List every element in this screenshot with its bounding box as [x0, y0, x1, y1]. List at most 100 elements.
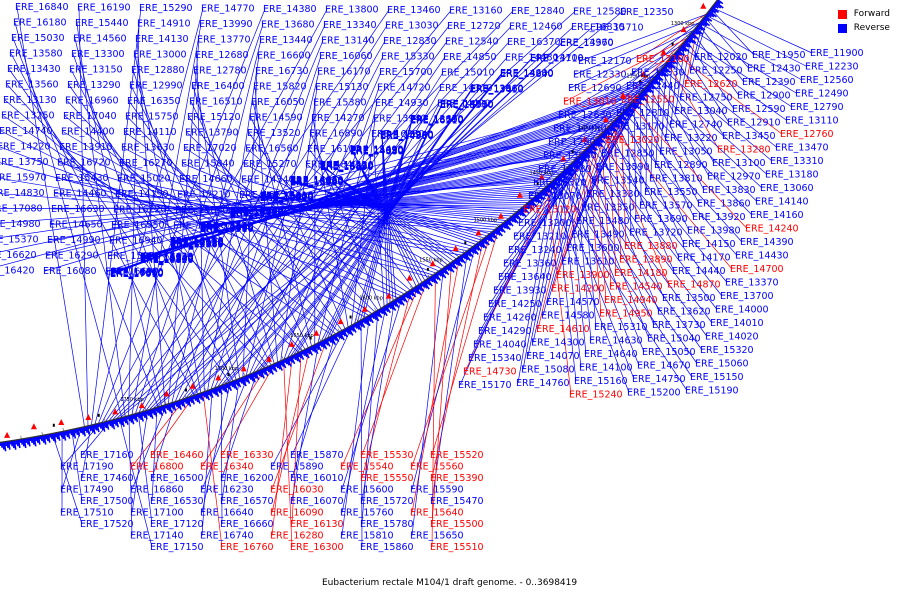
reverse-gene-glyph: [13, 440, 17, 450]
reverse-gene-glyph: [633, 100, 638, 105]
gene-label: ERE_15550: [360, 473, 414, 484]
gene-leader-line: [546, 186, 572, 395]
gene-label: ERE_17520: [80, 519, 134, 530]
gene-leader-line: [220, 386, 223, 525]
gene-label: ERE_13880: [624, 241, 678, 252]
reverse-gene-glyph: [615, 119, 621, 125]
reverse-gene-glyph: [449, 263, 453, 268]
gene-label: ERE_16960: [65, 96, 119, 107]
reverse-gene-glyph: [522, 206, 530, 214]
gene-label: ERE_14460: [53, 189, 107, 200]
reverse-gene-glyph: [643, 89, 647, 93]
gene-label: ERE_14600: [500, 68, 554, 79]
reverse-gene-glyph: [232, 381, 238, 391]
reverse-gene-glyph: [628, 105, 633, 109]
gene-label: ERE_14930: [375, 98, 429, 109]
reverse-gene-glyph: [585, 149, 591, 154]
gene-leader-line: [134, 24, 264, 415]
reverse-gene-glyph: [659, 71, 666, 77]
gene-leader-line: [136, 38, 166, 406]
gene-label: ERE_14800: [200, 222, 254, 233]
gene-label: ERE_17190: [60, 462, 114, 473]
reverse-gene-glyph: [569, 164, 574, 168]
reverse-gene-glyph: [717, 0, 724, 5]
reverse-gene-glyph: [564, 169, 571, 176]
reverse-gene-glyph: [684, 41, 692, 48]
gene-label: ERE_13250: [1, 111, 55, 122]
gene-leader-line: [635, 99, 695, 218]
reverse-gene-glyph: [566, 167, 571, 172]
reverse-gene-glyph: [652, 79, 659, 85]
gene-leader-line: [564, 36, 689, 102]
reverse-gene-glyph: [452, 261, 456, 265]
gene-leader-line: [151, 407, 158, 502]
reverse-gene-glyph: [228, 382, 232, 386]
reverse-gene-glyph: [202, 392, 206, 398]
gene-label: ERE_15240: [569, 390, 623, 401]
reverse-gene-glyph: [23, 439, 27, 449]
gene-leader-line: [221, 379, 240, 502]
reverse-gene-glyph: [655, 75, 661, 81]
reverse-gene-glyph: [521, 207, 527, 214]
gene-label: ERE_16200: [220, 473, 274, 484]
gene-label: ERE_14760: [516, 378, 570, 389]
legend-reverse: Reverse: [837, 21, 890, 35]
reverse-gene-glyph: [445, 266, 450, 272]
reverse-gene-glyph: [358, 321, 364, 328]
reverse-gene-glyph: [543, 188, 548, 193]
gene-leader-line: [94, 8, 204, 425]
gene-label: ERE_13140: [321, 36, 375, 47]
gene-label: ERE_13520: [247, 128, 301, 139]
forward-gene-glyph: [337, 318, 344, 325]
gene-label: ERE_16560: [245, 144, 299, 155]
gene-label: ERE_14820: [230, 206, 284, 217]
gene-leader-line: [10, 53, 195, 396]
reverse-gene-glyph: [393, 300, 400, 308]
reverse-gene-glyph: [509, 217, 515, 223]
reverse-gene-glyph: [464, 252, 471, 262]
reverse-gene-glyph: [414, 287, 420, 295]
reverse-gene-glyph: [702, 19, 711, 27]
reverse-gene-glyph: [714, 3, 722, 9]
gene-label: ERE_14230: [500, 69, 554, 80]
reverse-gene-glyph: [292, 355, 297, 361]
legend: Forward Reverse: [837, 7, 890, 35]
reverse-gene-glyph: [305, 348, 309, 354]
gene-leader-line: [622, 113, 685, 245]
gene-label: ERE_15970: [0, 173, 47, 184]
gene-label: ERE_13380: [538, 164, 592, 175]
reverse-gene-glyph: [275, 363, 279, 369]
gene-label: ERE_16060: [319, 51, 373, 62]
forward-gene-glyph: [361, 305, 368, 312]
reverse-gene-glyph: [378, 309, 382, 314]
reverse-gene-glyph: [331, 335, 336, 341]
gene-label: ERE_13100: [712, 158, 766, 169]
reverse-gene-glyph: [359, 320, 366, 329]
gene-label: ERE_12630: [558, 110, 612, 121]
gene-leader-line: [608, 126, 675, 272]
gene-label: ERE_16820: [140, 255, 194, 266]
forward-gene-glyph: [138, 402, 145, 409]
reverse-gene-glyph: [72, 429, 77, 439]
reverse-gene-glyph: [120, 417, 125, 427]
gene-leader-line: [350, 118, 376, 327]
reverse-gene-glyph: [248, 374, 252, 381]
reverse-gene-glyph: [316, 343, 322, 352]
reverse-gene-glyph: [256, 371, 259, 375]
reverse-gene-glyph: [645, 87, 652, 94]
reverse-gene-glyph: [691, 32, 699, 40]
gene-tick: [426, 267, 429, 271]
reverse-gene-glyph: [706, 13, 712, 18]
gene-label: ERE_14740: [0, 126, 53, 137]
gene-label: ERE_17070: [200, 223, 254, 234]
reverse-gene-glyph: [261, 369, 265, 374]
reverse-gene-glyph: [90, 425, 94, 433]
gene-label: ERE_14580: [541, 311, 595, 322]
gene-label: ERE_17050: [290, 176, 344, 187]
reverse-gene-glyph: [456, 258, 463, 267]
gene-leader-line: [283, 87, 380, 361]
gene-label: ERE_12840: [511, 6, 565, 17]
gene-leader-line: [649, 83, 763, 189]
reverse-gene-glyph: [225, 384, 228, 389]
gene-label: ERE_16350: [127, 96, 181, 107]
